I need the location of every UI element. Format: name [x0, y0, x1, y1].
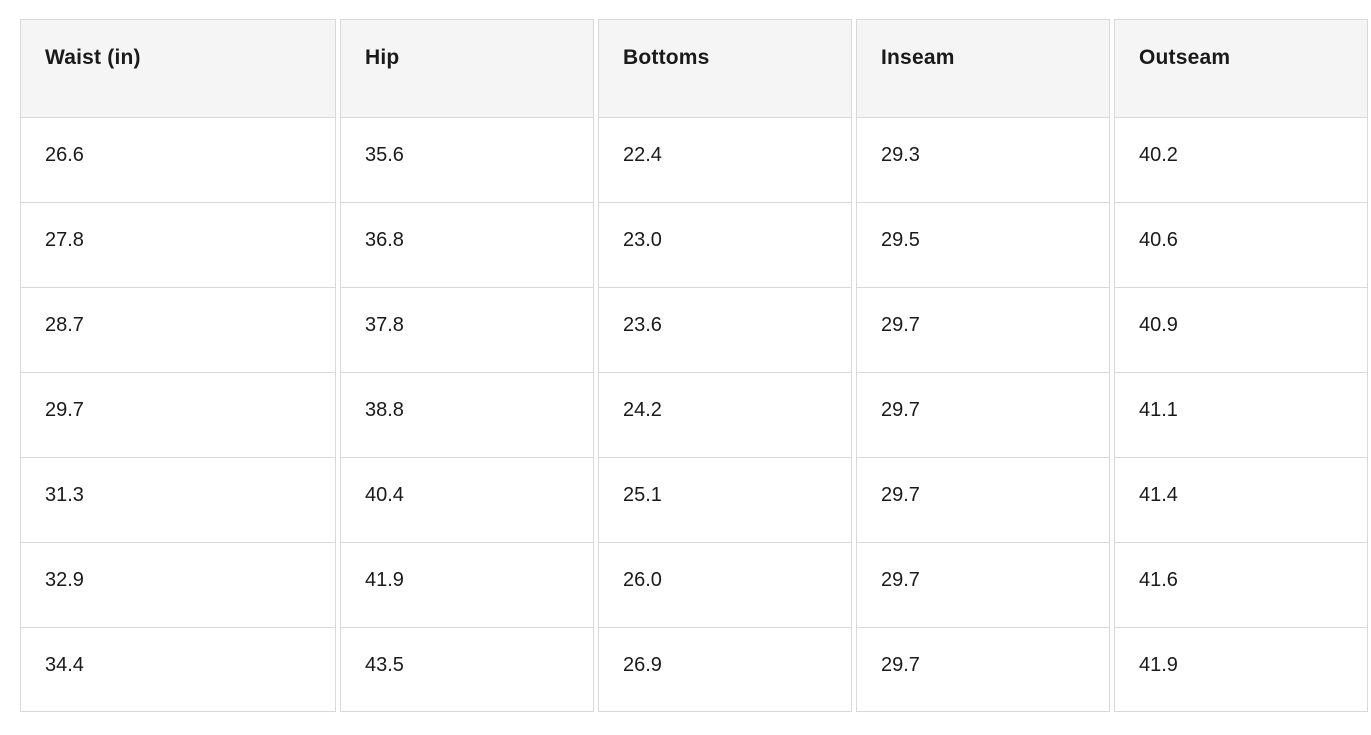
- table-cell: 28.7: [20, 287, 336, 372]
- table-cell: 23.6: [598, 287, 852, 372]
- table-cell: 22.4: [598, 117, 852, 202]
- table-cell: 40.9: [1114, 287, 1368, 372]
- size-chart-table: Waist (in) Hip Bottoms Inseam Outseam 26.6 35…: [16, 19, 1371, 712]
- table-cell: 27.8: [20, 202, 336, 287]
- table-row: 32.9 41.9 26.0 29.7 41.6: [20, 542, 1368, 627]
- table-cell: 41.4: [1114, 457, 1368, 542]
- table-cell: 24.2: [598, 372, 852, 457]
- table-cell: 29.7: [856, 627, 1110, 712]
- table-row: 34.4 43.5 26.9 29.7 41.9: [20, 627, 1368, 712]
- table-cell: 29.5: [856, 202, 1110, 287]
- table-cell: 40.2: [1114, 117, 1368, 202]
- table-cell: 43.5: [340, 627, 594, 712]
- table-cell: 34.4: [20, 627, 336, 712]
- table-cell: 40.4: [340, 457, 594, 542]
- column-header: Inseam: [856, 19, 1110, 117]
- table-cell: 41.9: [340, 542, 594, 627]
- column-header: Bottoms: [598, 19, 852, 117]
- table-cell: 26.6: [20, 117, 336, 202]
- table-cell: 41.1: [1114, 372, 1368, 457]
- column-header: Hip: [340, 19, 594, 117]
- table-cell: 37.8: [340, 287, 594, 372]
- table-row: 29.7 38.8 24.2 29.7 41.1: [20, 372, 1368, 457]
- header-row: Waist (in) Hip Bottoms Inseam Outseam: [20, 19, 1368, 117]
- table-cell: 31.3: [20, 457, 336, 542]
- table-row: 31.3 40.4 25.1 29.7 41.4: [20, 457, 1368, 542]
- table-cell: 26.9: [598, 627, 852, 712]
- table-cell: 29.7: [856, 457, 1110, 542]
- table-cell: 23.0: [598, 202, 852, 287]
- table-cell: 29.7: [856, 372, 1110, 457]
- table-cell: 41.9: [1114, 627, 1368, 712]
- column-header: Outseam: [1114, 19, 1368, 117]
- column-header: Waist (in): [20, 19, 336, 117]
- table-row: 28.7 37.8 23.6 29.7 40.9: [20, 287, 1368, 372]
- table-cell: 26.0: [598, 542, 852, 627]
- table-cell: 41.6: [1114, 542, 1368, 627]
- size-chart-header: Waist (in) Hip Bottoms Inseam Outseam: [20, 19, 1368, 117]
- table-row: 27.8 36.8 23.0 29.5 40.6: [20, 202, 1368, 287]
- table-cell: 36.8: [340, 202, 594, 287]
- size-chart-body: 26.6 35.6 22.4 29.3 40.2 27.8 36.8 23.0 29.5 40.6…: [20, 117, 1368, 712]
- table-cell: 29.3: [856, 117, 1110, 202]
- table-cell: 29.7: [20, 372, 336, 457]
- table-row: 26.6 35.6 22.4 29.3 40.2: [20, 117, 1368, 202]
- table-cell: 25.1: [598, 457, 852, 542]
- table-cell: 40.6: [1114, 202, 1368, 287]
- table-cell: 29.7: [856, 287, 1110, 372]
- table-cell: 32.9: [20, 542, 336, 627]
- table-cell: 35.6: [340, 117, 594, 202]
- table-cell: 29.7: [856, 542, 1110, 627]
- table-cell: 38.8: [340, 372, 594, 457]
